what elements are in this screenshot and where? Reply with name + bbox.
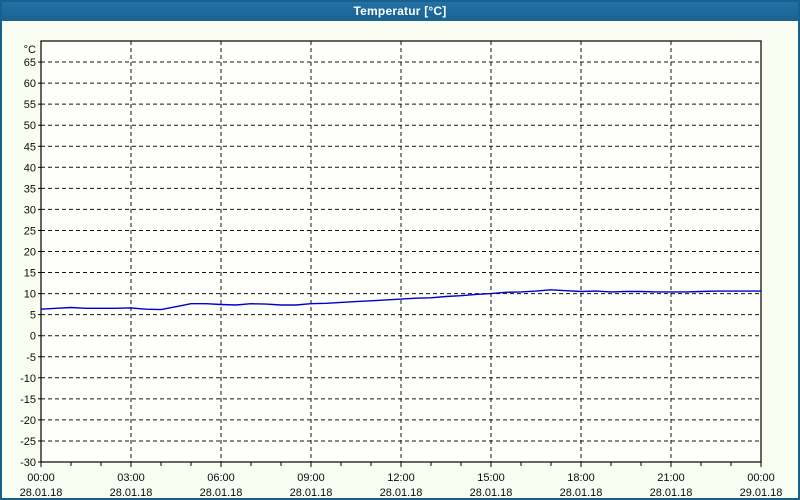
y-tick-label: 60 (24, 78, 36, 90)
y-tick-label: -10 (20, 373, 36, 385)
y-tick-label: 20 (24, 247, 36, 259)
x-date-label: 28.01.18 (110, 487, 153, 498)
x-time-label: 09:00 (297, 472, 325, 484)
x-time-label: 00:00 (27, 472, 55, 484)
y-tick-label: 5 (30, 310, 36, 322)
temperature-chart: 65605550454035302520151050-5-10-15-20-25… (20, 40, 783, 498)
y-tick-label: 55 (24, 99, 36, 111)
y-tick-label: 15 (24, 268, 36, 280)
temperature-series-line (40, 289, 761, 311)
y-tick-label: 50 (24, 120, 36, 132)
y-tick-label: 40 (24, 162, 36, 174)
y-tick-label: 35 (24, 183, 36, 195)
plot-border (40, 40, 762, 463)
x-time-label: 12:00 (387, 472, 415, 484)
x-date-label: 29.01.18 (740, 487, 783, 498)
x-time-label: 18:00 (567, 472, 595, 484)
y-axis-unit-label: °C (24, 44, 36, 56)
y-tick-label: 10 (24, 289, 36, 301)
y-tick-label: 0 (30, 331, 36, 343)
x-date-label: 28.01.18 (290, 487, 333, 498)
x-date-label: 28.01.18 (650, 487, 693, 498)
y-tick-label: 30 (24, 204, 36, 216)
x-time-label: 00:00 (747, 472, 775, 484)
y-tick-label: -20 (20, 415, 36, 427)
y-tick-label: -15 (20, 394, 36, 406)
x-date-label: 28.01.18 (470, 487, 513, 498)
x-time-label: 21:00 (657, 472, 685, 484)
x-date-label: 28.01.18 (20, 487, 63, 498)
y-tick-label: -25 (20, 436, 36, 448)
window-titlebar[interactable]: Temperatur [°C] (2, 2, 798, 21)
y-tick-label: 65 (24, 57, 36, 69)
x-date-label: 28.01.18 (560, 487, 603, 498)
y-tick-label: -5 (26, 352, 36, 364)
y-tick-label: 45 (24, 141, 36, 153)
y-tick-label: 25 (24, 225, 36, 237)
window-title: Temperatur [°C] (353, 4, 447, 18)
x-time-label: 06:00 (207, 472, 235, 484)
x-date-label: 28.01.18 (380, 487, 423, 498)
x-date-label: 28.01.18 (200, 487, 243, 498)
x-time-label: 15:00 (477, 472, 505, 484)
x-time-label: 03:00 (117, 472, 145, 484)
y-tick-label: -30 (20, 457, 36, 469)
